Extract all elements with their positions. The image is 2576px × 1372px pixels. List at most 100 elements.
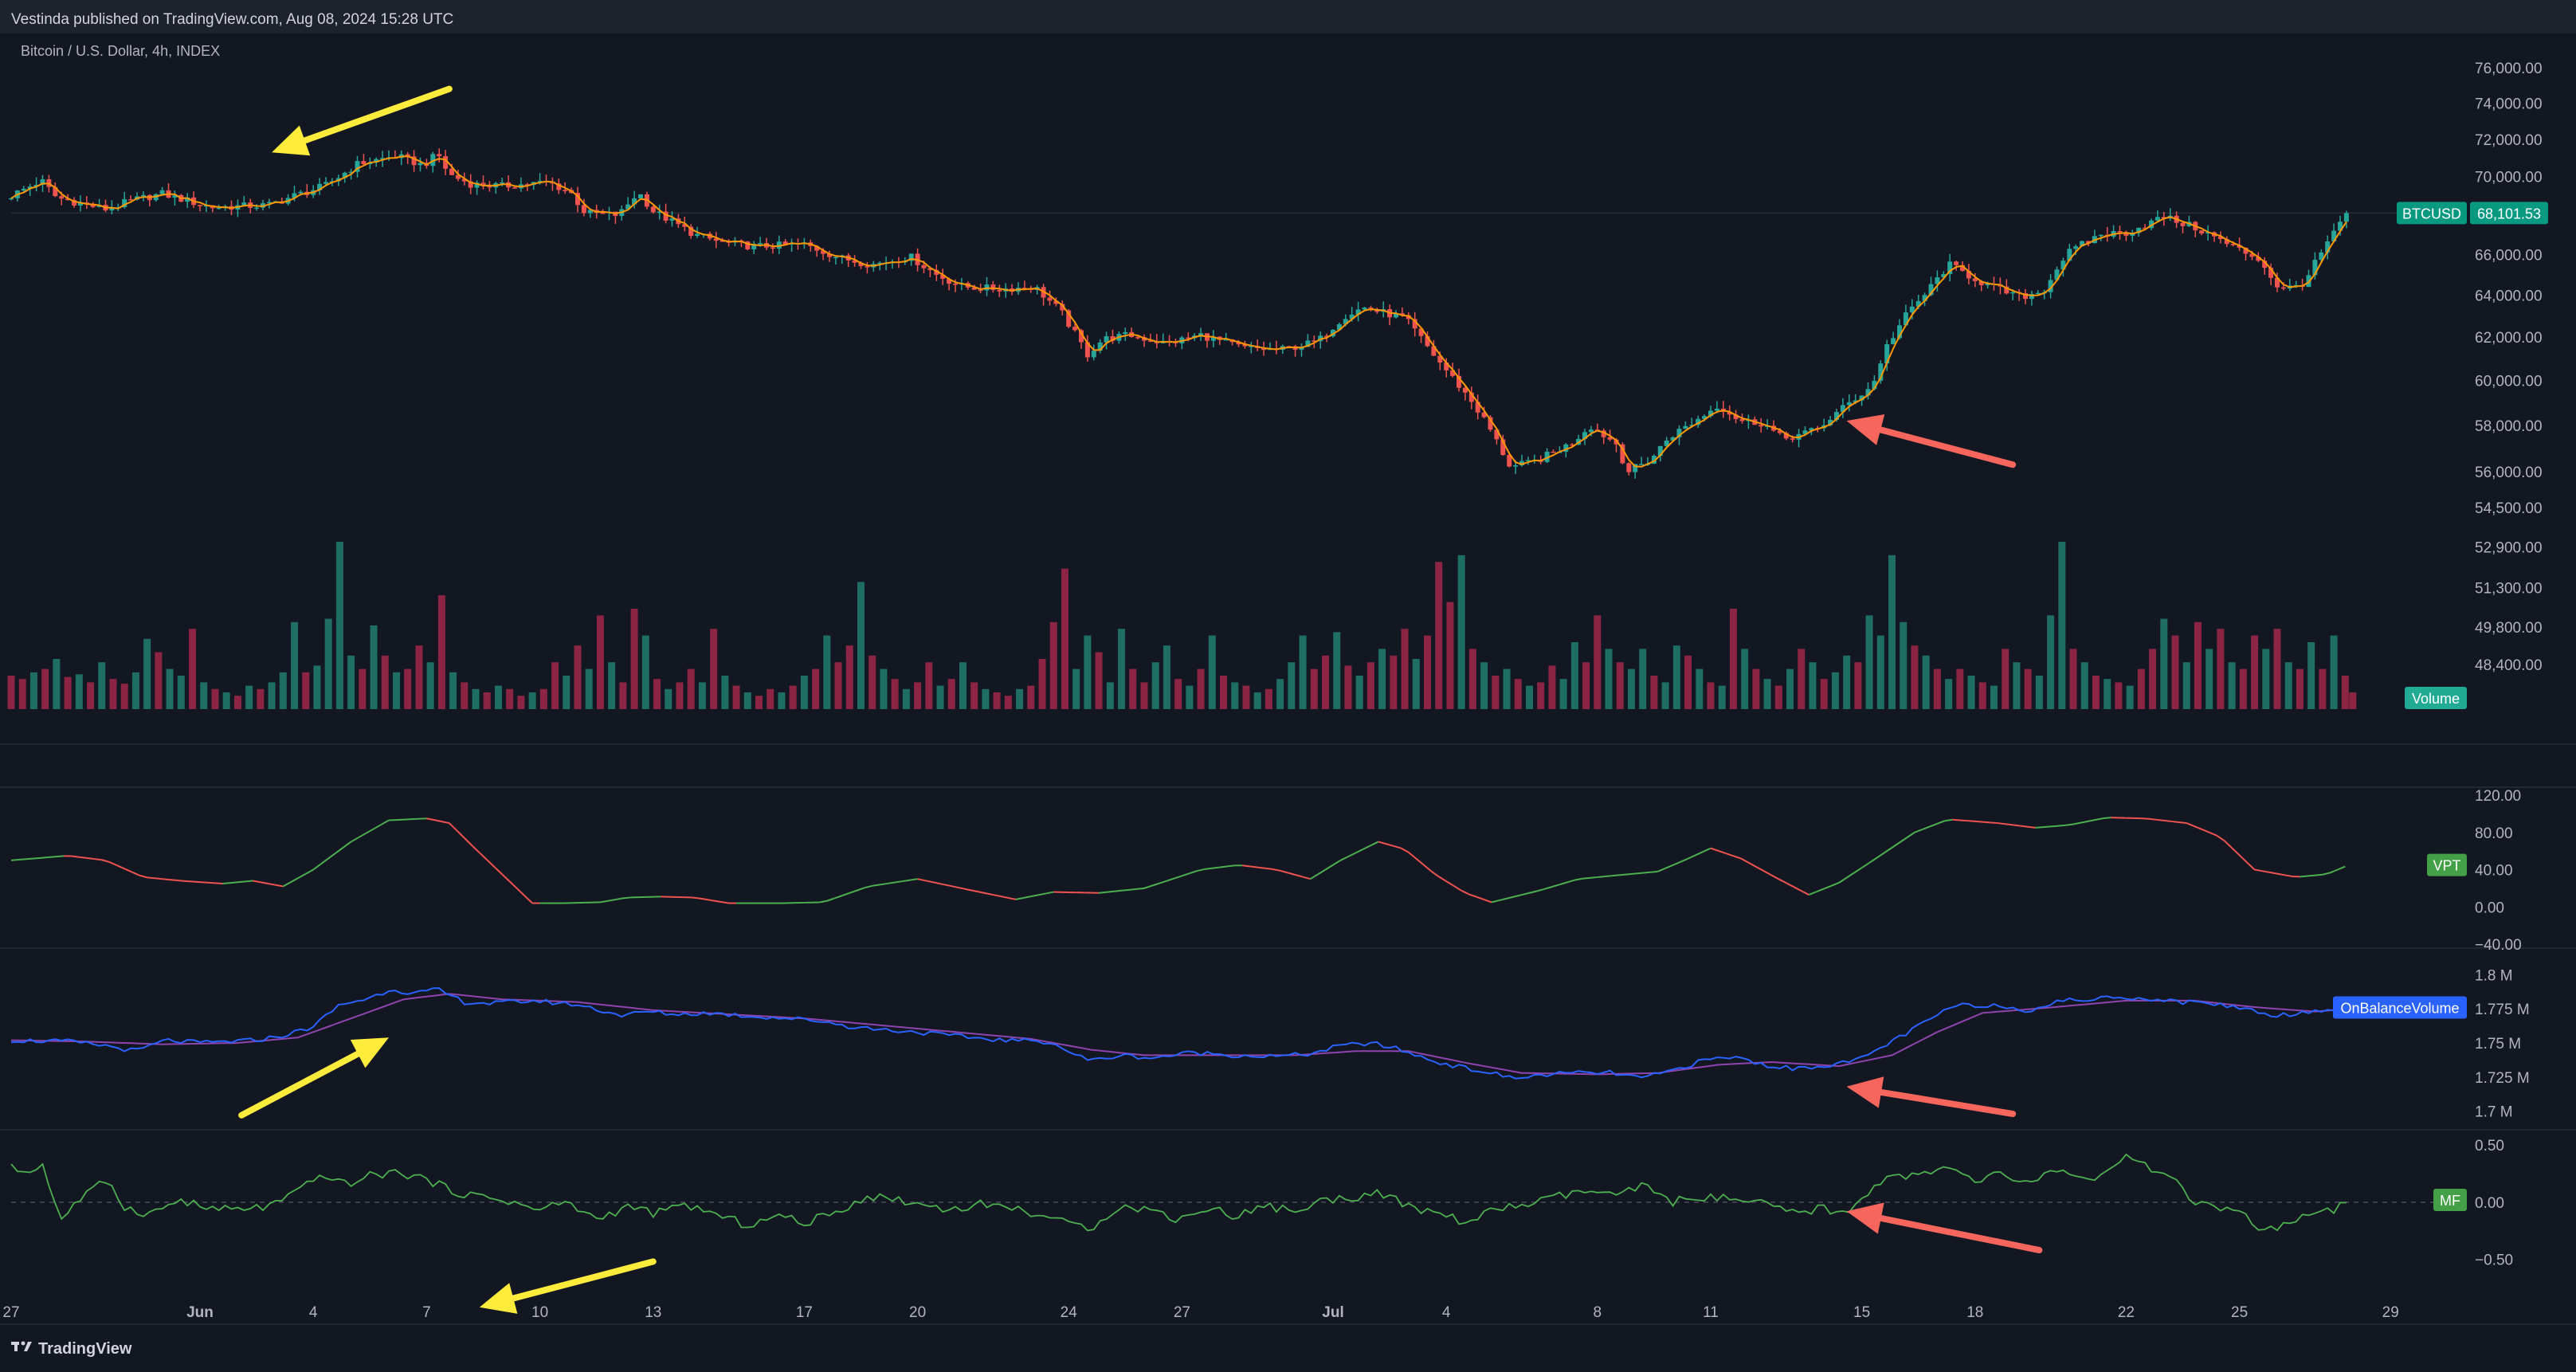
volume-bar <box>676 682 683 709</box>
candle-body <box>1626 463 1631 472</box>
volume-bar <box>1242 686 1249 709</box>
price-axis-tick: 66,000.00 <box>2475 247 2543 264</box>
volume-bar <box>812 669 819 709</box>
candle-body <box>2155 217 2160 220</box>
volume-bar <box>189 629 196 709</box>
volume-bar <box>1606 649 1613 709</box>
time-axis-tick: 4 <box>309 1304 318 1321</box>
volume-bar <box>1650 676 1657 709</box>
volume-bar <box>563 676 570 709</box>
volume-bar <box>1311 669 1318 709</box>
vpt-segment <box>1250 866 1257 867</box>
vpt-axis-tick: 0.00 <box>2475 900 2504 916</box>
price-axis-tick: 76,000.00 <box>2475 61 2543 77</box>
volume-bar <box>178 676 185 709</box>
volume-bar <box>1504 669 1511 709</box>
candle-body <box>922 265 927 269</box>
volume-bar <box>1492 676 1499 709</box>
volume-bar <box>755 696 763 709</box>
vpt-badge: VPT <box>2433 858 2460 874</box>
vpt-segment <box>1982 822 1990 823</box>
volume-bar <box>291 622 298 709</box>
candle-body <box>160 190 165 194</box>
volume-bar <box>1888 555 1896 709</box>
candle-body <box>1362 308 1367 309</box>
candle-body <box>758 243 763 245</box>
volume-bar <box>1458 555 1465 709</box>
volume-bar <box>269 682 276 709</box>
volume-bar <box>914 682 921 709</box>
volume-bar <box>2349 692 2356 709</box>
last-price-badge: 68,101.53 <box>2477 206 2541 221</box>
vpt-segment <box>2156 820 2163 821</box>
candle-body <box>361 161 366 164</box>
volume-bar <box>167 669 174 709</box>
candle-body <box>695 234 700 236</box>
vpt-axis-tick: 40.00 <box>2475 863 2513 880</box>
vpt-segment <box>1998 823 2005 824</box>
volume-bar <box>2205 649 2213 709</box>
obv-axis-tick: 1.775 M <box>2475 1002 2530 1018</box>
volume-bar <box>245 686 253 709</box>
vpt-segment <box>691 897 698 898</box>
candle-body <box>437 154 441 156</box>
candle-body <box>2281 288 2286 289</box>
time-axis-tick: Jun <box>186 1304 214 1321</box>
volume-bar <box>1413 659 1420 709</box>
price-axis-tick: 51,300.00 <box>2475 581 2543 598</box>
volume-bar <box>1390 656 1397 709</box>
volume-bar <box>1005 696 1012 709</box>
vpt-segment <box>230 882 237 883</box>
candle-body <box>512 187 517 189</box>
vpt-segment <box>87 858 94 859</box>
vpt-segment <box>26 858 33 859</box>
candle-body <box>833 257 838 259</box>
candle-body <box>9 198 14 200</box>
candle-body <box>2344 213 2349 221</box>
time-axis-tick: 29 <box>2382 1304 2399 1321</box>
candle-body <box>2199 230 2204 233</box>
volume-bar <box>87 682 94 709</box>
volume-bar <box>2194 622 2202 709</box>
time-axis-tick: 18 <box>1966 1304 1983 1321</box>
volume-bar <box>1446 602 1453 709</box>
vpt-segment <box>185 881 192 882</box>
candle-body <box>418 163 423 165</box>
vpt-segment <box>1582 878 1590 879</box>
volume-bar <box>733 686 740 709</box>
volume-bar <box>2092 676 2100 709</box>
volume-bar <box>484 692 491 709</box>
candle-body <box>770 248 775 249</box>
volume-bar <box>41 669 49 709</box>
time-axis-tick: 27 <box>2 1304 19 1321</box>
vpt-segment <box>2171 821 2178 822</box>
volume-bar <box>1708 682 1715 709</box>
volume-bar <box>857 582 865 709</box>
vpt-segment <box>1220 866 1227 867</box>
volume-bar <box>903 689 910 709</box>
volume-bar <box>2058 542 2065 709</box>
vpt-segment <box>2315 875 2322 876</box>
volume-bar <box>1469 649 1476 709</box>
volume-bar <box>1854 662 1861 709</box>
vpt-segment <box>2051 826 2058 827</box>
vpt-segment <box>215 883 222 884</box>
price-axis-tick: 60,000.00 <box>2475 374 2543 390</box>
volume-bar <box>1968 676 1975 709</box>
vpt-segment <box>2028 827 2035 828</box>
vpt-segment <box>1590 877 1597 878</box>
time-axis-tick: 4 <box>1442 1304 1451 1321</box>
volume-bar <box>1480 662 1488 709</box>
time-axis-tick: 7 <box>422 1304 431 1321</box>
volume-bar <box>98 662 105 709</box>
time-axis-tick: 20 <box>909 1304 926 1321</box>
volume-bar <box>994 692 1001 709</box>
candle-body <box>1715 409 1719 411</box>
candle-body <box>1683 426 1688 429</box>
footer-brand[interactable]: TradingView <box>38 1340 132 1358</box>
volume-bar <box>1220 676 1227 709</box>
volume-bar <box>302 672 309 709</box>
volume-bar <box>1548 665 1555 709</box>
candle-body <box>2118 231 2123 233</box>
